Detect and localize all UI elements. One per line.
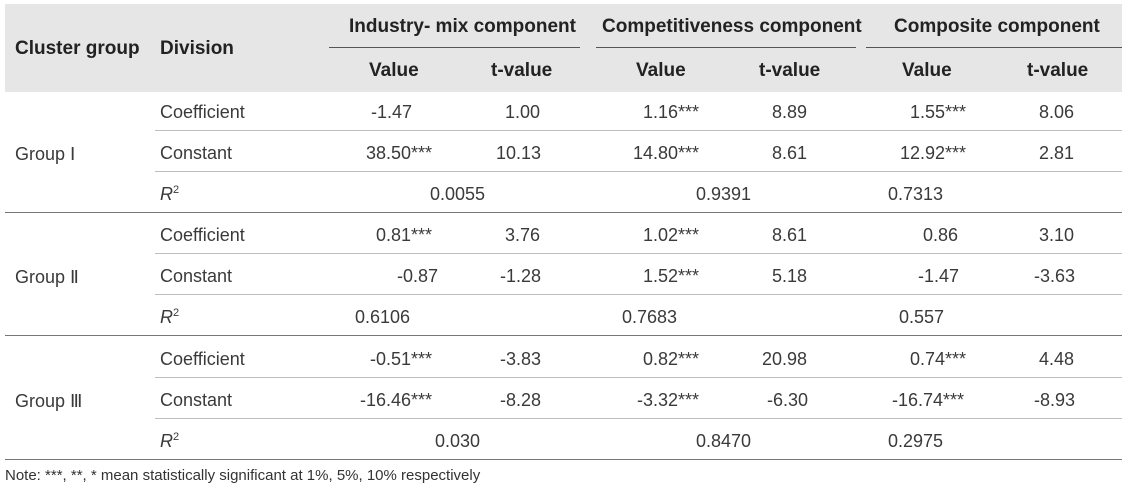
group-name: Group Ⅰ	[15, 144, 76, 164]
cell-industry-t: 1.00	[505, 102, 541, 122]
cell-competitiveness-value: 1.02***	[643, 225, 700, 245]
row-label-constant: Constant	[160, 143, 233, 163]
cell-industry-r2: 0.6106	[355, 307, 411, 327]
row-divider	[155, 377, 1122, 378]
cell-composite-r2: 0.557	[899, 307, 945, 327]
cell-competitiveness-value: 14.80***	[633, 143, 700, 163]
cell-competitiveness-value: 0.82***	[643, 349, 700, 369]
cell-composite-value: 12.92***	[900, 143, 967, 163]
cell-industry-value: -0.87	[397, 266, 439, 286]
cell-industry-r2: 0.0055	[430, 184, 486, 204]
row-label-r2: R2	[160, 184, 179, 205]
table-note: Note: ***, **, * mean statistically sign…	[5, 467, 481, 484]
row-label-coefficient: Coefficient	[160, 102, 245, 122]
table-header	[5, 4, 1122, 92]
row-label-r2: R2	[160, 307, 179, 328]
cell-competitiveness-t: -6.30	[767, 390, 809, 410]
cell-industry-t: 10.13	[496, 143, 542, 163]
cell-competitiveness-t: 8.61	[772, 143, 808, 163]
cell-composite-value: -16.74***	[892, 390, 965, 410]
row-divider	[155, 130, 1122, 131]
cell-composite-value: -1.47	[918, 266, 960, 286]
cell-composite-t: 4.48	[1039, 349, 1075, 369]
cell-industry-t: -1.28	[500, 266, 542, 286]
cell-competitiveness-t: 20.98	[762, 349, 808, 369]
cell-composite-t: 2.81	[1039, 143, 1075, 163]
header-division: Division	[160, 38, 234, 59]
cell-composite-r2: 0.2975	[888, 431, 944, 451]
cell-industry-value: -0.51***	[370, 349, 433, 369]
row-divider	[155, 418, 1122, 419]
header-composite: Composite component	[894, 16, 1100, 37]
cell-industry-t: 3.76	[505, 225, 541, 245]
row-divider	[155, 171, 1122, 172]
row-label-coefficient: Coefficient	[160, 349, 245, 369]
header-t-value: t-value	[491, 60, 553, 81]
cell-competitiveness-t: 8.61	[772, 225, 808, 245]
cell-competitiveness-r2: 0.8470	[696, 431, 752, 451]
r2-letter: R	[160, 431, 173, 451]
row-label-coefficient: Coefficient	[160, 225, 245, 245]
header-rule-industry	[329, 47, 580, 48]
cell-composite-r2: 0.7313	[888, 184, 944, 204]
cell-composite-t: 8.06	[1039, 102, 1075, 122]
r2-superscript: 2	[173, 184, 180, 196]
cell-competitiveness-value: 1.16***	[643, 102, 700, 122]
header-value: Value	[902, 60, 952, 81]
header-t-value: t-value	[759, 60, 821, 81]
header-rule-composite	[866, 47, 1122, 48]
r2-letter: R	[160, 184, 173, 204]
cell-industry-value: -1.47	[371, 102, 413, 122]
cell-industry-r2: 0.030	[435, 431, 481, 451]
row-label-constant: Constant	[160, 266, 233, 286]
group-divider	[5, 212, 1122, 213]
header-value: Value	[369, 60, 419, 81]
cell-industry-value: -16.46***	[360, 390, 433, 410]
header-industry-mix: Industry- mix component	[349, 16, 576, 37]
cell-competitiveness-value: 1.52***	[643, 266, 700, 286]
cell-composite-t: -3.63	[1034, 266, 1076, 286]
group-name: Group Ⅱ	[15, 267, 79, 287]
header-cluster-group: Cluster group	[15, 38, 140, 59]
cell-competitiveness-t: 5.18	[772, 266, 808, 286]
cell-composite-value: 0.74***	[910, 349, 967, 369]
cell-industry-value: 0.81***	[376, 225, 433, 245]
row-label-r2: R2	[160, 431, 179, 452]
row-label-constant: Constant	[160, 390, 233, 410]
row-divider	[155, 253, 1122, 254]
cell-composite-value: 1.55***	[910, 102, 967, 122]
r2-superscript: 2	[173, 431, 180, 443]
group-divider	[5, 335, 1122, 336]
header-t-value: t-value	[1027, 60, 1089, 81]
table-bottom-rule	[5, 459, 1122, 460]
cell-competitiveness-r2: 0.9391	[696, 184, 752, 204]
r2-superscript: 2	[173, 307, 180, 319]
header-competitiveness: Competitiveness component	[602, 16, 862, 37]
cell-competitiveness-r2: 0.7683	[622, 307, 678, 327]
cell-composite-value: 0.86	[923, 225, 959, 245]
r2-letter: R	[160, 307, 173, 327]
cell-industry-t: -3.83	[500, 349, 542, 369]
cell-composite-t: 3.10	[1039, 225, 1075, 245]
group-name: Group Ⅲ	[15, 391, 83, 411]
cell-composite-t: -8.93	[1034, 390, 1076, 410]
header-value: Value	[636, 60, 686, 81]
row-divider	[155, 294, 1122, 295]
cell-industry-t: -8.28	[500, 390, 542, 410]
cell-industry-value: 38.50***	[366, 143, 433, 163]
cell-competitiveness-value: -3.32***	[637, 390, 700, 410]
cell-competitiveness-t: 8.89	[772, 102, 808, 122]
header-rule-competitiveness	[596, 47, 856, 48]
